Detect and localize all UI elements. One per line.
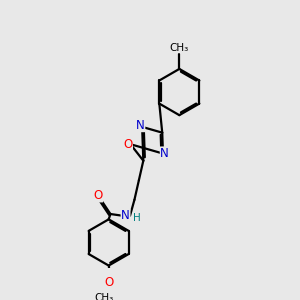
Text: N: N — [160, 147, 169, 160]
Text: H: H — [133, 213, 141, 223]
Text: N: N — [136, 118, 145, 132]
Text: CH₃: CH₃ — [94, 292, 114, 300]
Text: CH₃: CH₃ — [170, 43, 189, 52]
Text: N: N — [121, 209, 130, 222]
Text: O: O — [93, 189, 103, 202]
Text: O: O — [123, 138, 132, 151]
Text: O: O — [104, 276, 113, 289]
